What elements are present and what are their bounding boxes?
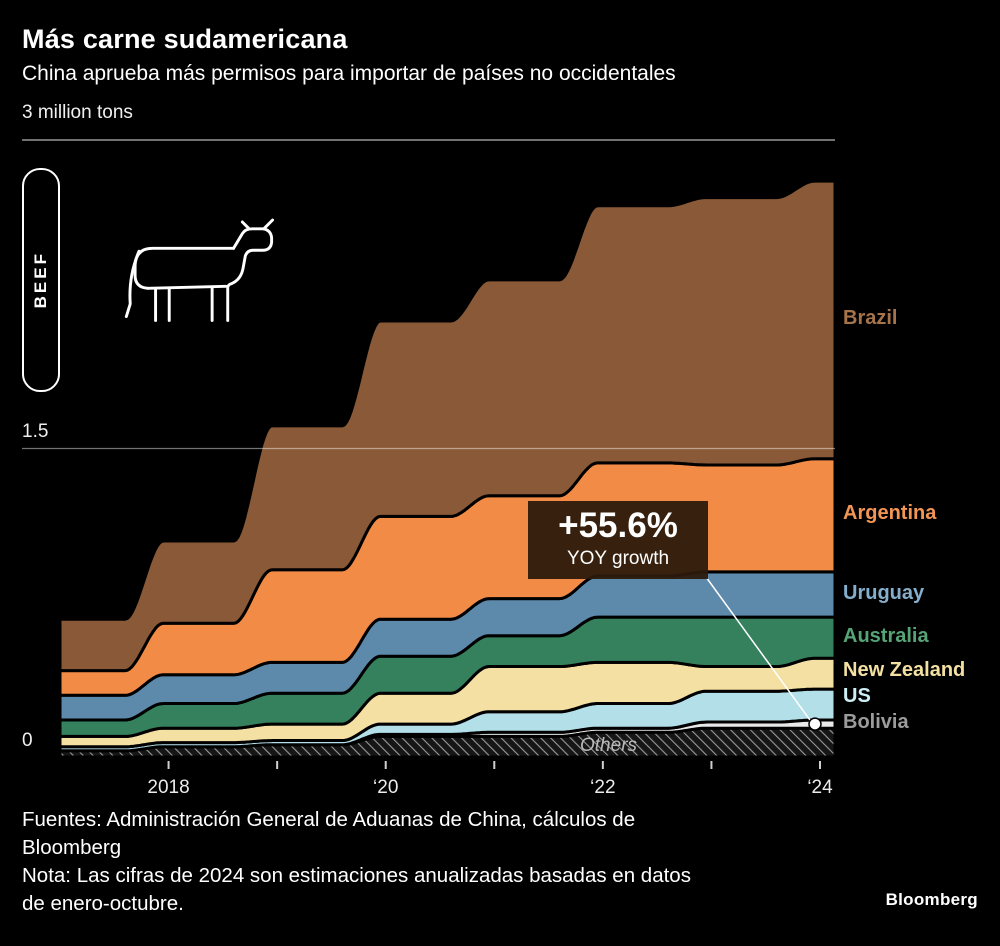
series-label-new-zealand: New Zealand: [843, 659, 966, 682]
yoy-annotation: +55.6% YOY growth: [528, 501, 708, 579]
y-axis-unit-label: 3 million tons: [22, 102, 133, 123]
tab-beef-label: BEEF: [31, 251, 50, 309]
annotation-dot: [808, 717, 822, 731]
x-tick-label: 2018: [147, 777, 189, 798]
yoy-annotation-value: +55.6%: [558, 506, 678, 545]
page-title: Más carne sudamericana: [22, 24, 348, 54]
series-label-brazil: Brazil: [843, 306, 898, 329]
cow-icon: [124, 218, 275, 322]
subtitle: China aprueba más permisos para importar…: [22, 62, 676, 85]
source-text: Fuentes: Administración General de Aduan…: [22, 808, 636, 859]
y-tick-label-mid: 1.5: [22, 421, 49, 442]
series-area-brazil: [58, 179, 837, 673]
series-label-bolivia: Bolivia: [843, 711, 909, 734]
x-tick-label: ‘20: [373, 777, 398, 798]
footer: Fuentes: Administración General de Aduan…: [22, 806, 717, 918]
bloomberg-logo: Bloomberg: [885, 890, 978, 909]
series-label-us: US: [843, 685, 871, 708]
x-tick-label: ‘24: [807, 777, 833, 798]
series-label-argentina: Argentina: [843, 502, 937, 525]
series-label-others: Others: [580, 735, 638, 756]
annotation-leader-line: [705, 576, 811, 721]
tab-beef[interactable]: BEEF: [22, 168, 60, 392]
y-tick-label-zero: 0: [22, 730, 33, 751]
series-label-uruguay: Uruguay: [843, 581, 925, 604]
x-tick-label: ‘22: [590, 777, 615, 798]
series-label-australia: Australia: [843, 624, 929, 647]
yoy-annotation-label: YOY growth: [566, 547, 670, 569]
note-text: Nota: Las cifras de 2024 son estimacione…: [22, 864, 691, 915]
